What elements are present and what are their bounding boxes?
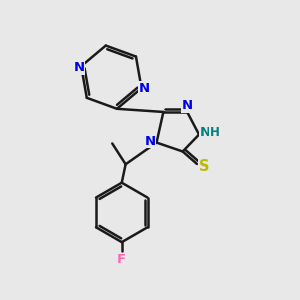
- Text: N: N: [138, 82, 149, 95]
- Text: H: H: [210, 126, 219, 139]
- Text: N: N: [182, 99, 193, 112]
- Text: S: S: [199, 159, 210, 174]
- Text: N: N: [200, 126, 211, 139]
- Text: N: N: [144, 135, 156, 148]
- Text: F: F: [117, 254, 126, 266]
- Text: N: N: [73, 61, 84, 74]
